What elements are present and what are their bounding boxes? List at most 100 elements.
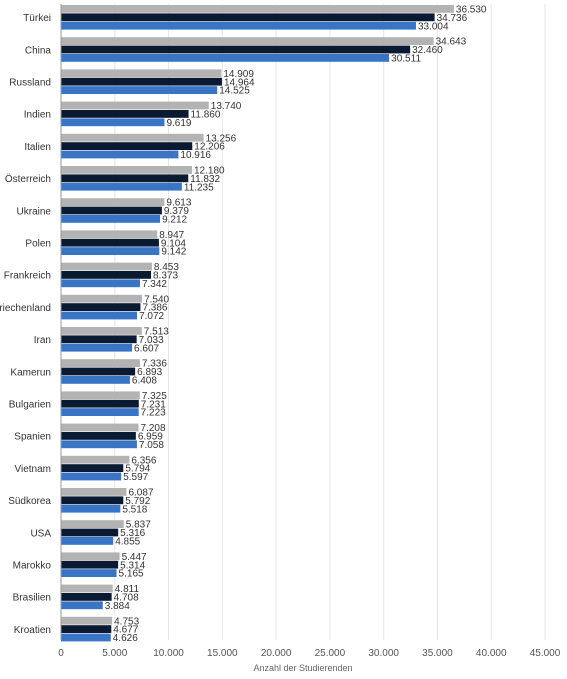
category-label: Frankreich — [4, 271, 51, 282]
bar — [61, 247, 160, 255]
data-label: 12.206 — [194, 142, 225, 153]
x-tick-label: 30.000 — [368, 648, 399, 659]
bar — [61, 625, 112, 633]
data-label: 9.379 — [164, 206, 189, 217]
bar — [61, 133, 204, 142]
bar — [61, 294, 143, 303]
bar — [61, 142, 193, 150]
category-label: Indien — [24, 110, 51, 121]
data-label: 5.837 — [126, 520, 151, 531]
bar — [61, 601, 103, 610]
bar — [61, 5, 454, 13]
data-label: 5.792 — [125, 496, 150, 507]
category-label: Marokko — [13, 561, 52, 572]
category-label: Österreich — [5, 173, 51, 185]
category-label: Vietnam — [14, 464, 51, 475]
data-label: 7.072 — [139, 311, 164, 322]
x-axis-ticks: 0 5.000 10.000 15.000 20.000 25.000 30.000 35.0… — [58, 648, 561, 659]
bar — [61, 584, 113, 593]
bar — [61, 440, 137, 449]
data-label: 4.855 — [115, 537, 140, 548]
data-label: 7.231 — [141, 399, 166, 410]
bar — [61, 376, 130, 384]
bar — [61, 569, 117, 577]
x-axis-title: Anzahl der Studierenden — [253, 663, 352, 673]
bar — [61, 537, 114, 545]
data-label: 4.708 — [114, 593, 139, 604]
bar — [61, 560, 119, 569]
x-tick-label: 15.000 — [207, 648, 238, 659]
data-label: 7.208 — [141, 423, 166, 434]
bar — [61, 335, 137, 344]
data-label: 10.916 — [180, 150, 211, 161]
bar — [61, 359, 140, 367]
bar — [61, 206, 162, 215]
category-label: USA — [30, 528, 51, 539]
data-label: 7.513 — [144, 327, 169, 338]
data-label: 11.860 — [191, 110, 221, 121]
data-label: 11.235 — [184, 182, 214, 193]
bar — [61, 488, 127, 496]
category-label: China — [25, 45, 52, 56]
bar — [61, 303, 141, 311]
bar — [61, 150, 179, 159]
data-label: 8.453 — [154, 262, 179, 273]
data-label: 30.511 — [391, 54, 421, 65]
category-label: Kroatien — [14, 625, 51, 636]
bar — [61, 238, 159, 247]
data-label: 5.597 — [123, 472, 148, 483]
category-label: Brasilien — [13, 593, 51, 604]
bar — [61, 520, 124, 528]
bar — [61, 343, 133, 352]
gridlines — [114, 4, 546, 640]
bar — [61, 464, 124, 472]
data-label: 7.386 — [142, 303, 167, 314]
data-label: 9.619 — [166, 118, 191, 129]
x-tick-label: 0 — [58, 648, 64, 659]
bar — [61, 110, 189, 118]
bar — [61, 327, 142, 335]
data-label: 6.408 — [132, 376, 157, 387]
data-label: 6.356 — [131, 455, 156, 466]
data-label: 7.058 — [139, 440, 164, 451]
data-label: 5.794 — [125, 464, 150, 475]
bar — [61, 77, 222, 86]
data-label: 8.373 — [153, 271, 178, 282]
bar — [61, 174, 189, 183]
data-label: 5.316 — [120, 528, 145, 539]
category-labels: Türkei China Russland Indien Italien Österrei… — [0, 13, 51, 636]
data-label: 7.540 — [144, 294, 169, 305]
x-tick-label: 25.000 — [315, 648, 346, 659]
bar — [61, 279, 140, 288]
data-label: 13.740 — [211, 101, 242, 112]
data-label: 6.607 — [134, 343, 159, 354]
data-label: 7.223 — [141, 408, 166, 419]
data-label: 5.518 — [122, 504, 147, 515]
bar — [61, 13, 435, 22]
bar — [61, 399, 139, 408]
data-label: 7.336 — [142, 359, 167, 370]
bar — [61, 408, 139, 416]
data-label: 9.212 — [162, 215, 187, 226]
x-tick-label: 45.000 — [530, 648, 561, 659]
bar — [61, 455, 130, 464]
data-label: 36.530 — [456, 5, 487, 16]
data-label: 13.256 — [206, 133, 237, 144]
data-label: 7.033 — [139, 335, 164, 346]
bars — [61, 5, 454, 642]
category-label: Polen — [25, 239, 51, 250]
data-label: 34.643 — [436, 37, 467, 48]
data-label: 32.460 — [412, 45, 443, 56]
bar — [61, 367, 136, 376]
bar — [61, 166, 193, 174]
data-label: 6.959 — [138, 432, 163, 443]
bar — [61, 593, 112, 601]
category-label: Spanien — [14, 432, 51, 443]
bar — [61, 69, 222, 78]
bar — [61, 215, 161, 223]
bar — [61, 21, 416, 30]
bar — [61, 528, 119, 537]
bar — [61, 616, 113, 625]
